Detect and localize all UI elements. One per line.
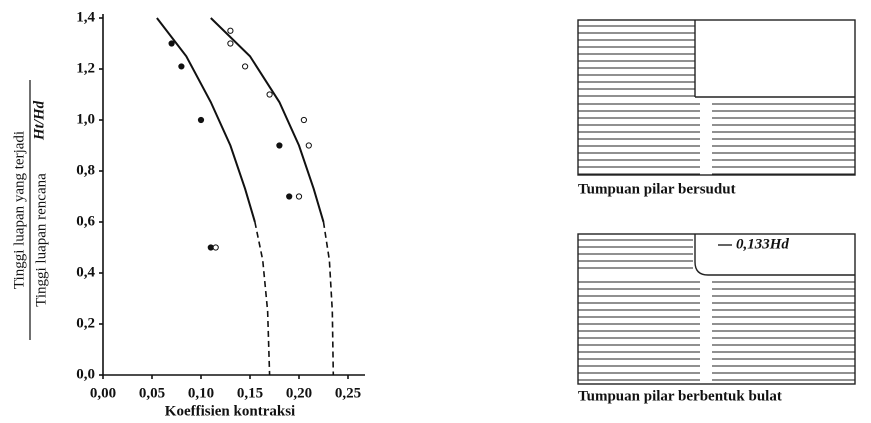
x-axis-label: Koeffisien kontraksi — [165, 403, 295, 419]
y-label-line2: Tinggi luapan rencana — [33, 173, 49, 307]
x-tick-label: 0,15 — [237, 385, 263, 401]
diagram-angular: Tumpuan pilar bersudut — [577, 19, 856, 197]
point — [242, 63, 249, 70]
point — [227, 40, 234, 47]
pier-edge — [694, 234, 855, 276]
curve — [210, 17, 325, 223]
point — [197, 116, 205, 124]
y-label-line1: Tinggi luapan yang terjadi — [11, 131, 27, 289]
y-tick-label: 0,6 — [76, 213, 95, 229]
point — [227, 27, 234, 34]
y-tick-label: 1,2 — [76, 60, 95, 76]
y-label-ratio: Ht/Hd — [31, 100, 47, 141]
point — [266, 91, 273, 98]
point — [295, 193, 303, 200]
point — [212, 244, 219, 251]
y-tick-label: 0,2 — [76, 315, 95, 331]
point — [286, 193, 293, 200]
y-tick-label: 0,8 — [76, 162, 95, 178]
point — [168, 40, 175, 47]
annotation: 0,133Hd — [736, 236, 789, 252]
frame — [577, 233, 856, 385]
curve — [322, 221, 335, 376]
point — [276, 142, 283, 149]
x-tick-label: 0,25 — [335, 385, 361, 401]
curve — [254, 221, 271, 376]
chart: 0,0 0,2 0,4 0,6 0,8 1,0 1,2 1,4 0,00 0,05 0,10 0,15… — [76, 9, 365, 401]
x-tick-label: 0,05 — [139, 385, 165, 401]
point — [305, 142, 312, 149]
caption: Tumpuan pilar berbentuk bulat — [578, 388, 782, 404]
caption: Tumpuan pilar bersudut — [578, 181, 736, 197]
curve — [156, 17, 256, 223]
diagram-rounded: 0,133Hd Tumpuan pilar berbentuk bulat — [577, 233, 856, 404]
y-tick-label: 1,0 — [76, 111, 95, 127]
x-tick-label: 0,00 — [90, 385, 116, 401]
point — [300, 116, 307, 124]
x-tick-label: 0,20 — [286, 385, 312, 401]
point — [178, 63, 185, 70]
y-tick-label: 1,4 — [76, 9, 95, 25]
y-axis-label: Tinggi luapan yang terjadi Tinggi luapan… — [11, 80, 49, 340]
y-tick-label: 0,4 — [76, 264, 95, 280]
y-tick-label: 0,0 — [76, 366, 95, 382]
x-tick-label: 0,10 — [188, 385, 214, 401]
